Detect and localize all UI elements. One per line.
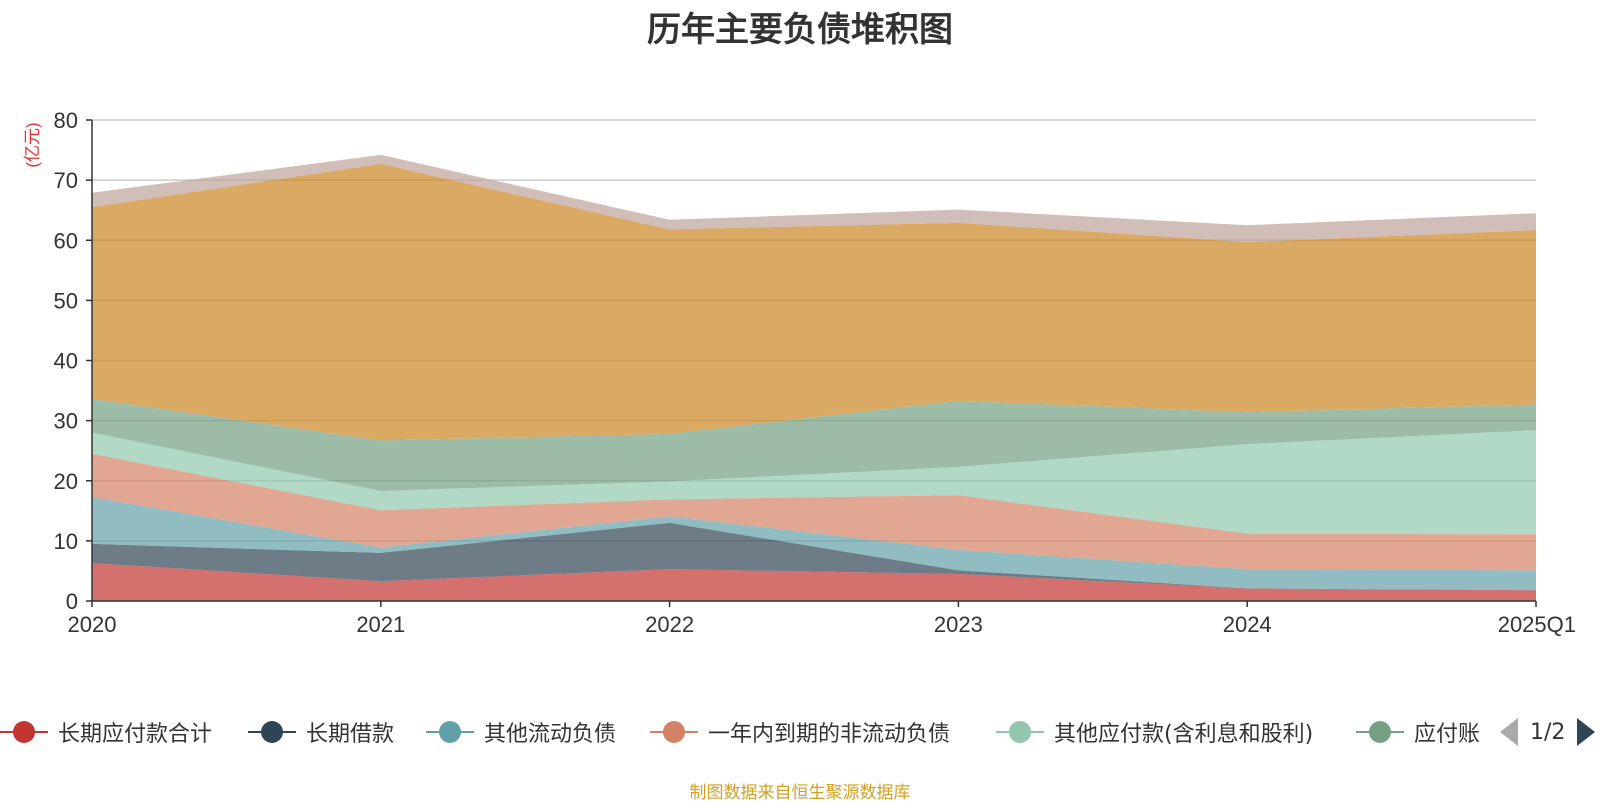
legend-items: 长期应付款合计 长期借款 其他流动负债 一年内到期的非流动负债 其他应付款(含利息和股利…: [0, 712, 1480, 752]
area-series-1: [92, 522, 1536, 591]
chart-title: 历年主要负债堆积图: [647, 10, 953, 50]
y-tick-label: 40: [54, 349, 78, 374]
y-tick-label: 0: [66, 589, 78, 614]
legend-item-3[interactable]: 一年内到期的非流动负债: [650, 712, 950, 752]
y-tick-label: 30: [54, 409, 78, 434]
legend: 长期应付款合计 长期借款 其他流动负债 一年内到期的非流动负债 其他应付款(含利息和股利…: [0, 712, 1600, 752]
stacked-areas: [92, 154, 1536, 601]
source-note: 制图数据来自恒生聚源数据库: [689, 783, 911, 803]
y-axis-unit-label: (亿元): [23, 122, 42, 167]
x-tick-label: 2022: [645, 612, 694, 637]
legend-label: 其他应付款(含利息和股利): [1054, 722, 1314, 747]
legend-prev-page-icon[interactable]: [1500, 718, 1518, 746]
x-tick-label: 2023: [934, 612, 983, 637]
y-tick-label: 10: [54, 529, 78, 554]
y-tick-label: 80: [54, 108, 78, 133]
legend-marker-icon: [248, 712, 296, 752]
area-series-0: [92, 563, 1536, 601]
y-tick-label: 70: [54, 168, 78, 193]
legend-marker-icon: [0, 712, 48, 752]
legend-label: 其他流动负债: [484, 722, 617, 747]
legend-label: 一年内到期的非流动负债: [708, 722, 951, 747]
legend-item-1[interactable]: 长期借款: [248, 712, 394, 752]
x-tick-label: 2024: [1223, 612, 1272, 637]
legend-pager: 1/2: [1500, 712, 1596, 752]
legend-label: 应付账款: [1414, 722, 1480, 747]
legend-item-4[interactable]: 其他应付款(含利息和股利): [996, 712, 1313, 752]
y-tick-label: 60: [54, 228, 78, 253]
y-tick-label: 50: [54, 288, 78, 313]
area-series-3: [92, 453, 1536, 571]
legend-item-2[interactable]: 其他流动负债: [426, 712, 616, 752]
legend-marker-icon: [650, 712, 698, 752]
area-series-6: [92, 163, 1536, 441]
legend-page-indicator: 1/2: [1530, 719, 1566, 745]
x-tick-label: 2021: [356, 612, 405, 637]
x-tick-label: 2025Q1: [1498, 612, 1576, 637]
legend-item-0[interactable]: 长期应付款合计: [0, 712, 212, 752]
y-tick-label: 20: [54, 469, 78, 494]
legend-marker-icon: [1356, 712, 1404, 752]
area-series-4: [92, 430, 1536, 535]
axes: 0 10 20 30 40 50 60 70 80 2020 2021 2022 2023 2024 202…: [54, 108, 1576, 637]
legend-label: 长期应付款合计: [58, 722, 213, 747]
area-series-7: [92, 154, 1536, 243]
area-series-5: [92, 398, 1536, 491]
legend-marker-icon: [996, 712, 1044, 752]
area-series-2: [92, 496, 1536, 591]
legend-item-5[interactable]: 应付账款: [1356, 712, 1480, 752]
legend-label: 长期借款: [306, 722, 395, 747]
legend-marker-icon: [426, 712, 474, 752]
legend-next-page-icon[interactable]: [1577, 718, 1596, 746]
x-tick-label: 2020: [68, 612, 117, 637]
